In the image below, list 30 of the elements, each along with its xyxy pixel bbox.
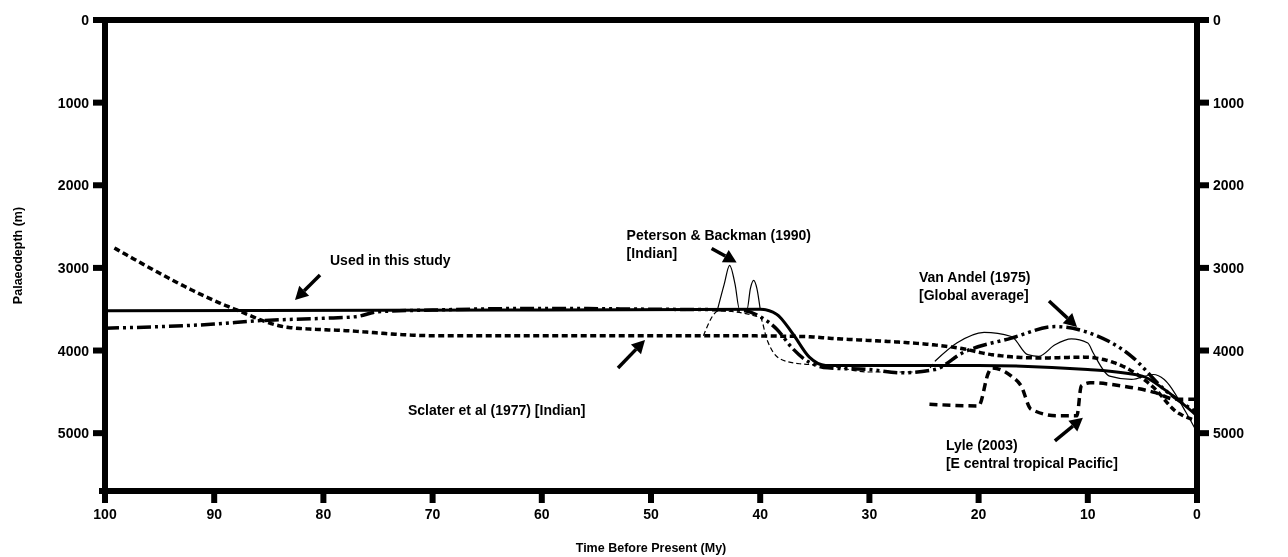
annotation: Sclater et al (1977) [Indian] — [408, 402, 586, 418]
y-tick-label: 4000 — [57, 342, 90, 359]
y2-tick-label: 1000 — [1213, 94, 1245, 111]
annotation: Lyle (2003) [E central tropical Pacific] — [945, 436, 1118, 471]
y-tick-label: 0 — [81, 12, 90, 28]
y2-tick-label: 2000 — [1213, 177, 1245, 194]
y-tick-label: 5000 — [57, 425, 90, 442]
y2-tick-label: 5000 — [1213, 425, 1245, 442]
y2-tick-label: 4000 — [1213, 342, 1245, 359]
x-tick-label: 50 — [643, 506, 659, 522]
y-tick-label: 2000 — [57, 177, 90, 194]
x-tick-label: 0 — [1193, 506, 1202, 522]
annotation: Peterson & Backman (1990) [Indian] — [626, 227, 812, 262]
x-tick-label: 100 — [93, 506, 117, 522]
y2-tick-label: 3000 — [1213, 259, 1245, 276]
y-tick-label: 1000 — [57, 94, 90, 111]
x-axis-title: Time Before Present (My) — [575, 541, 727, 555]
x-tick-label: 90 — [206, 506, 223, 522]
y-axis-title: Palaeodepth (m) — [11, 206, 25, 305]
x-tick-label: 80 — [315, 506, 332, 522]
x-tick-label: 70 — [424, 506, 441, 522]
y2-tick-label: 0 — [1213, 12, 1221, 28]
annotation: Van Andel (1975) [Global average] — [919, 269, 1031, 303]
x-tick-label: 30 — [861, 506, 878, 522]
x-tick-label: 60 — [534, 506, 550, 522]
x-tick-label: 10 — [1080, 506, 1096, 522]
annotation: Used in this study — [330, 252, 451, 268]
y-tick-label: 3000 — [57, 259, 90, 276]
x-tick-label: 20 — [970, 506, 987, 522]
x-tick-label: 40 — [752, 506, 769, 522]
